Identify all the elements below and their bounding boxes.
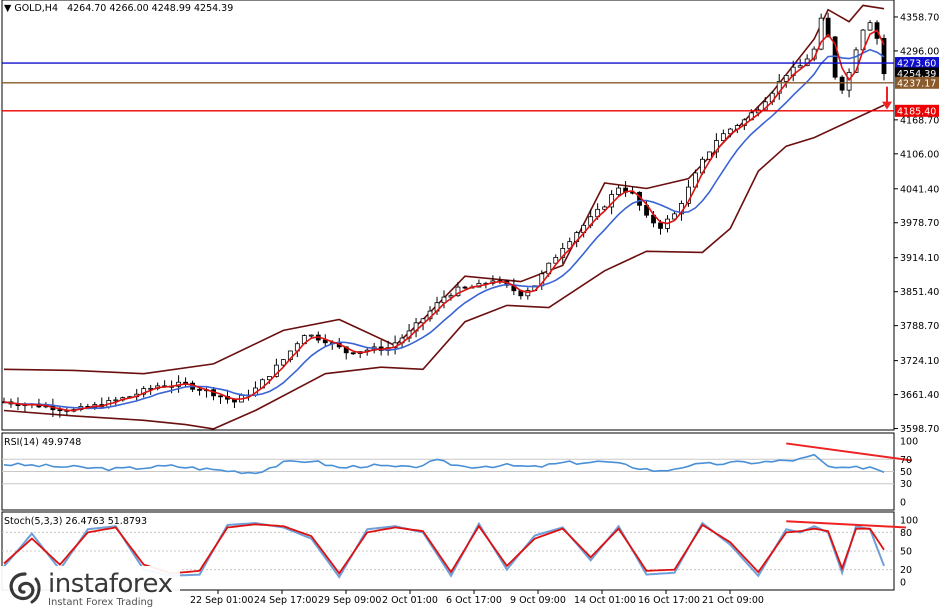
- stoch-divergence-line: [786, 520, 907, 529]
- candle-body: [308, 334, 314, 337]
- candle-body: [783, 75, 789, 82]
- candle-body: [846, 71, 852, 91]
- sell-arrow-head: [882, 101, 892, 110]
- stoch-axis-label: 80: [900, 528, 912, 539]
- candle-body: [525, 290, 531, 297]
- candle-body: [616, 187, 622, 195]
- stoch-axis-label: 100: [900, 516, 918, 527]
- time-axis-label: 16 Oct 17:00: [638, 595, 700, 606]
- collapse-triangle-icon[interactable]: ▼: [4, 3, 12, 14]
- price-panel-frame: [1, 0, 895, 431]
- candle-body: [57, 409, 63, 412]
- stoch-header: Stoch(5,3,3) 26.4763 51.8793: [4, 516, 148, 527]
- price-axis-label: 3724.10: [900, 356, 939, 367]
- rsi-axis-label: 0: [900, 498, 906, 509]
- price-axis-label: 3978.70: [900, 218, 939, 229]
- candle-body: [350, 352, 356, 355]
- stoch-axis-label: 50: [900, 547, 912, 558]
- level-price-label: 4185.40: [897, 106, 936, 117]
- candle-body: [658, 222, 663, 229]
- candle-body: [553, 256, 559, 264]
- time-axis-label: 9 Oct 09:00: [510, 595, 566, 606]
- candle-body: [818, 17, 824, 50]
- bollinger-upper-line: [3, 4, 885, 375]
- price-axis-label: 3598.70: [900, 424, 939, 435]
- candle-body: [825, 17, 831, 38]
- rsi-axis-label: 30: [900, 479, 912, 490]
- candle-body: [839, 76, 845, 91]
- candle-body: [218, 395, 223, 398]
- rsi-axis-label: 70: [900, 455, 912, 466]
- swirl-logo-icon: [9, 572, 41, 604]
- candle-body: [455, 286, 461, 297]
- rsi-panel: [2, 442, 913, 485]
- rsi-divergence-line: [786, 442, 913, 462]
- time-axis-label: 29 Sep 09:00: [318, 595, 381, 606]
- logo-tagline: Instant Forex Trading: [48, 597, 154, 608]
- level-price-label: 4254.39: [897, 69, 936, 80]
- price-axis-label: 4358.70: [900, 12, 939, 23]
- candle-body: [280, 359, 286, 366]
- time-axis-label: 14 Oct 01:00: [574, 595, 636, 606]
- price-axis-label: 3851.40: [900, 287, 939, 298]
- level-price-box: [895, 76, 939, 89]
- price-axis-label: 4168.70: [900, 115, 939, 126]
- rsi-axis-label: 50: [900, 467, 912, 478]
- level-price-box: [895, 67, 939, 80]
- price-axis-label: 3914.10: [900, 253, 939, 264]
- ma-fast-line: [3, 29, 885, 412]
- candle-body: [197, 388, 202, 391]
- level-price-label: 4273.60: [897, 59, 936, 70]
- level-price-box: [895, 57, 939, 70]
- candle-body: [672, 213, 677, 220]
- price-axis-label: 3661.40: [900, 390, 939, 401]
- bollinger-lower-line: [3, 104, 885, 430]
- candle-body: [720, 133, 726, 141]
- grid-layer: [1, 0, 895, 591]
- time-axis-label: 6 Oct 17:00: [446, 595, 502, 606]
- symbol-label: GOLD,H4: [14, 3, 58, 14]
- candle-body: [706, 151, 712, 160]
- candle-body: [853, 49, 859, 73]
- stoch-axis-label: 0: [900, 578, 906, 589]
- rsi-line: [3, 453, 885, 475]
- candle-body: [141, 388, 147, 395]
- time-axis-label: 24 Sep 17:00: [254, 595, 317, 606]
- price-axis-label: 4296.00: [900, 46, 939, 57]
- candle-body: [867, 22, 873, 31]
- level-price-label: 4237.17: [897, 78, 936, 89]
- instaforex-logo: instaforex Instant Forex Trading: [0, 566, 180, 611]
- price-axis-label: 3788.70: [900, 321, 939, 332]
- rsi-axis-label: 100: [900, 437, 918, 448]
- candle-body: [113, 399, 119, 402]
- ohlc-readout: 4264.70 4266.00 4248.99 4254.39: [67, 3, 234, 14]
- axis-layer: 4358.70 4296.00 4168.70 4106.00 4041.40 3978.…: [190, 12, 939, 606]
- stoch-axis-label: 20: [900, 565, 912, 576]
- candle-body: [420, 318, 426, 324]
- candle-body: [462, 286, 468, 289]
- time-axis-label: 22 Sep 01:00: [190, 595, 253, 606]
- logo-brand: instaforex: [48, 569, 173, 599]
- time-axis-label: 2 Oct 01:00: [382, 595, 438, 606]
- level-price-box: [895, 104, 939, 117]
- time-axis-label: 21 Oct 09:00: [702, 595, 764, 606]
- price-axis-label: 4041.40: [900, 184, 939, 195]
- chart-header: ▼ GOLD,H4 4264.70 4266.00 4248.99 4254.3…: [4, 3, 233, 14]
- price-panel: [1, 4, 894, 430]
- price-axis-label: 4106.00: [900, 149, 939, 160]
- rsi-header: RSI(14) 49.9748: [4, 437, 82, 448]
- ma-slow-line: [3, 48, 885, 410]
- candle-body: [686, 186, 691, 204]
- candle-body: [797, 65, 803, 68]
